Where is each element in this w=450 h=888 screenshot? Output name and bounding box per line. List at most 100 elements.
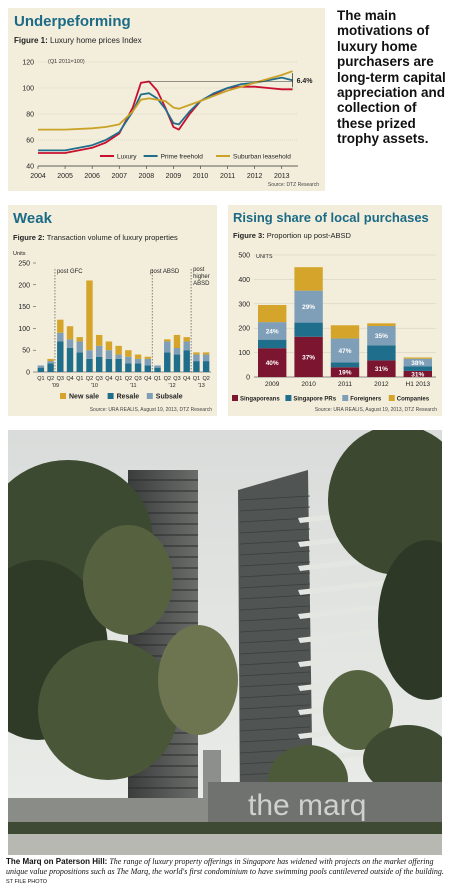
data-label: 38% [411,360,424,367]
window-row [239,616,311,622]
bar-segment-subsale [66,339,74,349]
x-tick-label: Q4 [105,376,112,382]
legend-label: Prime freehold [161,154,204,161]
cantilevered-pool [298,628,388,643]
bar-segment-companies [403,357,432,359]
marq-sign-text: the marq [248,789,366,822]
x-tick-label: Q1 [193,376,200,382]
figure-1-subtitle-text: Luxury home prices Index [50,36,142,45]
y-tick-label: 300 [238,301,250,308]
figure-2-subtitle: Figure 2: Transaction volume of luxury p… [13,233,178,242]
year-label: '13 [198,383,205,389]
bar-segment-resale [183,350,190,372]
bar-segment-new-sale [105,341,113,351]
x-tick-label: Q2 [164,376,171,382]
x-tick-label: Q2 [125,376,132,382]
bar-segment-resale [57,341,64,372]
window-row [239,550,311,556]
bar-segment-companies [258,305,287,323]
y-tick-label: 50 [22,348,30,355]
legend-label: Companies [397,397,430,403]
bar-segment-subsale [202,354,210,362]
year-label: '10 [91,383,98,389]
bar-segment-foreigners [330,338,360,363]
bar-segment-resale [193,361,200,372]
y-tick-label: 400 [238,277,250,284]
annotation-label: post GFC [57,269,83,275]
window-row [239,737,311,743]
the-marq-photo: the marq [8,430,442,855]
window-row [239,594,311,600]
x-tick-label: Q3 [134,376,141,382]
cantilevered-pool [298,580,388,595]
bar-segment-subsale [57,332,64,342]
x-tick-label: 2011 [220,173,235,180]
caption-body: The range of luxury property offerings i… [6,857,444,876]
bar-segment-resale [66,348,74,372]
bar-segment-new-sale [164,339,171,342]
data-label: 31% [411,371,424,378]
x-tick-label: 2005 [57,173,73,180]
x-tick-label: Q2 [86,376,93,382]
bar-segment-foreigners [294,290,323,323]
bar-segment-singapore-prs [258,339,287,349]
bar-segment-subsale [86,350,93,359]
bar-segment-resale [115,358,122,372]
figure-3-subtitle-text: Proportion up post-ABSD [266,231,351,240]
bar-segment-subsale [105,350,113,359]
bar-segment-new-sale [76,337,83,342]
x-tick-label: 2008 [139,173,155,180]
figure-3-panel: Rising share of local purchases Figure 3… [228,205,442,416]
y-axis-units: Units [13,251,26,257]
photo-caption: The Marq on Paterson Hill: The range of … [6,857,446,888]
legend-swatch [232,395,238,401]
figure-1-subtitle-prefix: Figure 1: [14,36,48,45]
bar-segment-new-sale [57,319,64,333]
annotation-label: post [193,267,205,273]
data-label: 19% [338,370,351,377]
x-tick-label: 2011 [338,381,352,388]
figure-2-heading: Weak [13,210,52,227]
bar-segment-subsale [193,354,200,362]
legend-swatch [285,395,292,401]
x-tick-label: 2012 [374,381,389,388]
bar-segment-subsale [173,348,181,355]
year-label: '09 [52,383,59,389]
y-axis-units: UNITS [256,254,273,260]
bar-segment-subsale [95,345,103,357]
driveway [8,834,442,855]
x-tick-label: Q2 [47,376,54,382]
bar-segment-subsale [125,356,132,364]
window-row [239,715,311,721]
window-row [239,671,311,677]
legend-swatch [60,393,66,399]
the-marq-illustration: the marq [8,430,442,855]
figure-2-subtitle-prefix: Figure 2: [13,233,45,242]
bar-segment-resale [144,365,152,372]
bar-segment-singaporeans [403,370,432,377]
bar-segment-subsale [144,358,152,366]
cantilevered-pool [298,652,388,667]
legend-label: Subsale [156,394,183,401]
bar-segment-resale [86,358,93,372]
x-tick-label: 2004 [30,173,46,180]
x-tick-label: 2009 [166,173,182,180]
bar-segment-resale [164,352,171,372]
window-row [239,495,311,501]
figure-1-source: Source: DTZ Research [267,182,319,188]
bar-segment-foreigners [367,326,396,346]
bar-segment-singaporeans [294,336,323,377]
bar-segment-resale [37,367,45,372]
bar-segment-singaporeans [258,348,287,377]
x-tick-label: 2010 [301,381,316,388]
window-row [239,539,311,545]
bar-segment-resale [154,367,161,372]
x-tick-label: Q1 [37,376,44,382]
bar-segment-new-sale [183,337,190,342]
x-tick-label: Q4 [144,376,151,382]
bar-segment-new-sale [125,350,132,357]
figure-3-chart: UNITS 0 100 200 300 400 500 40% 24% 2009 37% 29% 201… [232,253,436,403]
bar-segment-new-sale [95,334,103,346]
x-tick-label: Q3 [173,376,180,382]
bar-segment-new-sale [144,356,152,359]
